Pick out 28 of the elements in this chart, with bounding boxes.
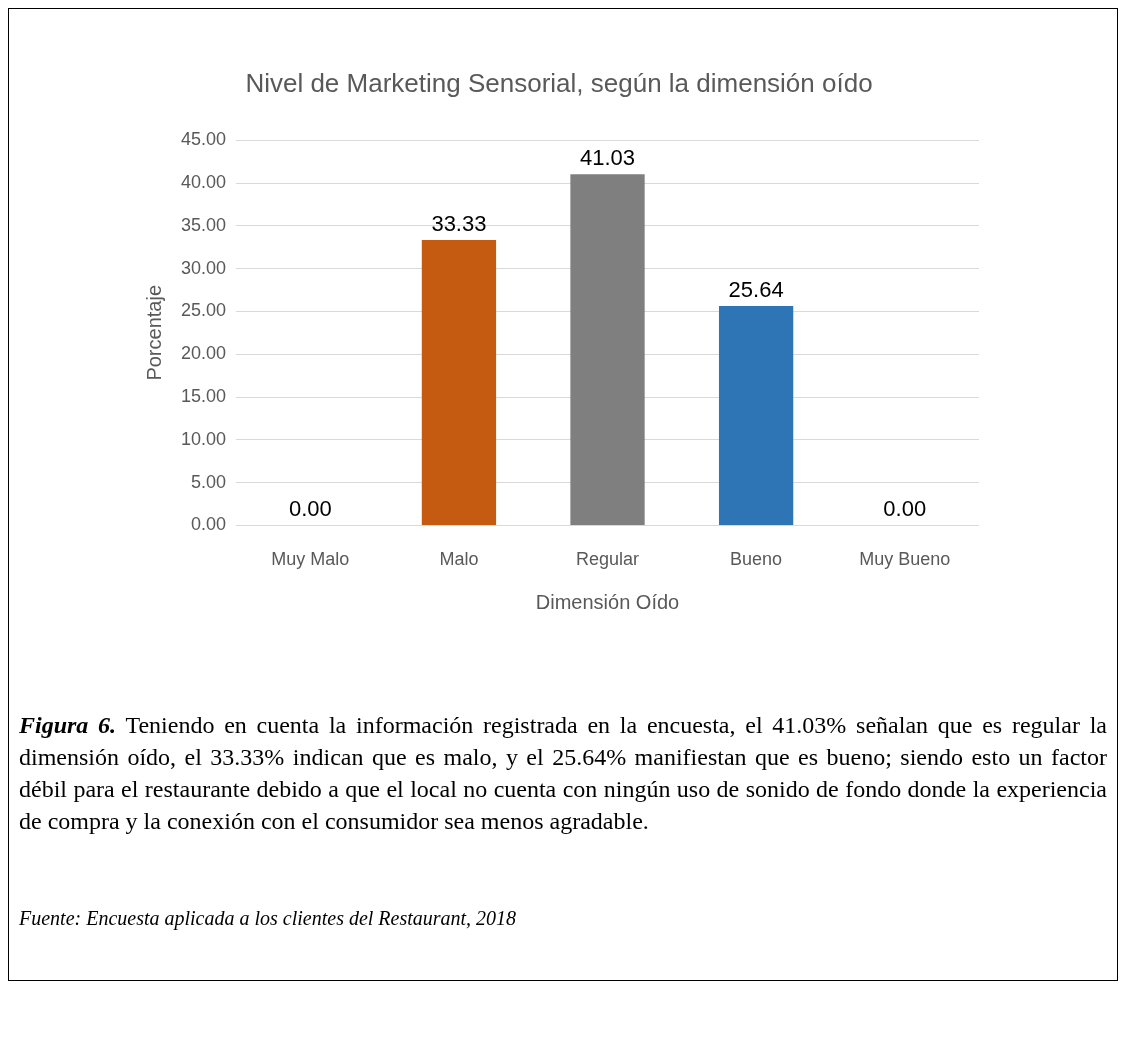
data-label: 25.64 xyxy=(728,276,784,302)
y-tick-label: 5.00 xyxy=(191,471,227,492)
data-label: 0.00 xyxy=(288,496,332,522)
x-tick-label: Muy Malo xyxy=(271,549,350,570)
y-axis-title: Porcentaje xyxy=(142,284,165,381)
y-tick-label: 10.00 xyxy=(181,428,227,449)
bar xyxy=(421,240,497,525)
y-tick-label: 30.00 xyxy=(181,257,227,278)
y-tick-label: 40.00 xyxy=(181,171,227,192)
data-label: 0.00 xyxy=(883,496,927,522)
bar xyxy=(718,305,794,525)
x-tick-label: Malo xyxy=(439,549,479,570)
bar xyxy=(570,174,645,525)
data-label: 41.03 xyxy=(579,145,636,171)
y-tick-label: 45.00 xyxy=(181,129,227,150)
x-tick-label: Regular xyxy=(576,549,640,570)
text: Figura 6. xyxy=(19,712,117,738)
x-axis-title: Dimensión Oído xyxy=(535,590,680,613)
x-tick-label: Bueno xyxy=(730,549,783,570)
y-tick-label: 25.00 xyxy=(181,300,227,321)
source-note: Fuente: Encuesta aplicada a los clientes del Restaurant, 2018 xyxy=(19,907,518,930)
y-tick-label: 15.00 xyxy=(181,385,227,406)
y-tick-label: 0.00 xyxy=(191,514,227,535)
x-tick-label: Muy Bueno xyxy=(859,549,951,570)
y-tick-label: 20.00 xyxy=(181,343,227,364)
chart-title: Nivel de Marketing Sensorial, según la dimensión oído xyxy=(245,67,873,98)
data-label: 33.33 xyxy=(431,211,487,237)
y-tick-label: 35.00 xyxy=(181,214,227,235)
